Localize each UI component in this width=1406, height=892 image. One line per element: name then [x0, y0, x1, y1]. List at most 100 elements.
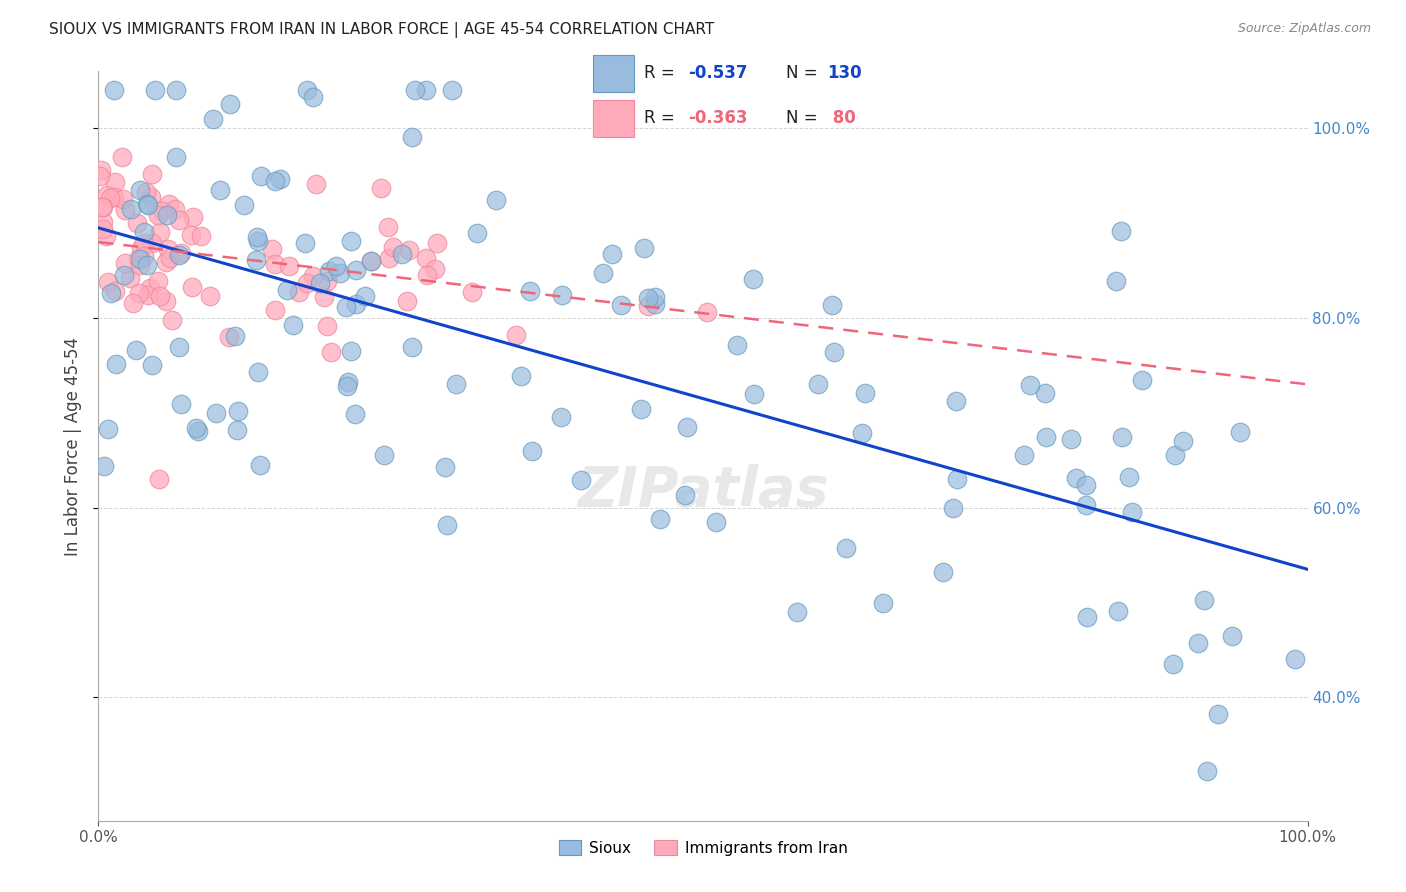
Point — [150, 203, 173, 218]
Point — [155, 254, 177, 268]
Point — [141, 358, 163, 372]
Point — [232, 197, 254, 211]
Point — [637, 299, 659, 313]
Point — [401, 130, 423, 145]
Point — [90, 162, 112, 177]
Point — [946, 472, 969, 486]
Point — [127, 252, 149, 266]
Point — [180, 227, 202, 242]
Text: 130: 130 — [827, 64, 862, 82]
Point — [308, 276, 330, 290]
Point — [932, 565, 955, 579]
Point — [91, 200, 114, 214]
Point — [100, 286, 122, 301]
Point — [945, 393, 967, 408]
Point — [851, 426, 873, 441]
Point — [263, 302, 285, 317]
Point — [225, 423, 247, 437]
Point — [129, 183, 152, 197]
Point — [505, 328, 527, 343]
Point — [181, 211, 204, 225]
Point — [139, 280, 162, 294]
Point — [121, 296, 143, 310]
Point — [146, 208, 169, 222]
Point — [278, 259, 301, 273]
Point — [184, 421, 207, 435]
Text: ZIPatlas: ZIPatlas — [578, 464, 828, 518]
Point — [444, 376, 467, 391]
Point — [165, 150, 187, 164]
Point — [165, 202, 187, 216]
Bar — [593, 100, 634, 137]
Point — [600, 247, 623, 261]
Point — [94, 229, 117, 244]
Text: R =: R = — [644, 110, 679, 128]
Point — [198, 289, 221, 303]
Point — [143, 83, 166, 97]
Point — [1035, 430, 1057, 444]
Point — [426, 235, 449, 250]
Point — [370, 181, 392, 195]
Point — [461, 285, 484, 300]
Point — [853, 386, 876, 401]
Point — [942, 501, 965, 516]
Point — [91, 221, 114, 235]
Point — [644, 297, 666, 311]
Point — [609, 298, 631, 312]
Point — [156, 242, 179, 256]
Point — [1060, 432, 1083, 446]
Point — [112, 268, 135, 282]
Point — [571, 473, 593, 487]
Point — [633, 242, 655, 256]
Point — [93, 215, 115, 229]
Point — [312, 290, 335, 304]
Point — [637, 292, 659, 306]
Point — [1064, 470, 1087, 484]
Point — [650, 511, 672, 525]
Point — [246, 365, 269, 379]
Point — [742, 387, 765, 401]
Point — [325, 260, 347, 274]
Point — [180, 279, 202, 293]
Point — [218, 330, 240, 344]
Point — [1130, 373, 1153, 387]
Point — [396, 294, 419, 309]
Point — [141, 167, 163, 181]
Point — [373, 449, 395, 463]
Point — [1164, 448, 1187, 462]
Point — [1111, 429, 1133, 443]
Point — [318, 264, 340, 278]
Point — [97, 275, 120, 289]
Point — [91, 200, 114, 214]
Point — [340, 234, 363, 248]
Point — [522, 444, 544, 458]
Point — [398, 244, 420, 258]
Point — [465, 227, 488, 241]
Point — [344, 407, 367, 421]
Point — [170, 397, 193, 411]
Point — [821, 298, 844, 312]
Point — [1107, 604, 1129, 618]
Y-axis label: In Labor Force | Age 45-54: In Labor Force | Age 45-54 — [65, 336, 83, 556]
Point — [114, 256, 136, 270]
Point — [281, 318, 304, 332]
Point — [872, 596, 894, 610]
Text: 80: 80 — [827, 110, 856, 128]
Point — [132, 225, 155, 239]
Point — [360, 253, 382, 268]
Point — [93, 458, 115, 473]
Point — [96, 187, 118, 202]
Point — [835, 541, 858, 555]
Point — [226, 404, 249, 418]
Point — [302, 90, 325, 104]
Point — [294, 236, 316, 251]
Point — [104, 175, 127, 189]
Point — [377, 251, 399, 265]
Point — [415, 251, 437, 265]
Point — [129, 258, 152, 272]
Point — [246, 229, 269, 244]
Point — [360, 254, 382, 268]
Point — [337, 376, 360, 390]
Point — [149, 289, 172, 303]
Point — [165, 83, 187, 97]
